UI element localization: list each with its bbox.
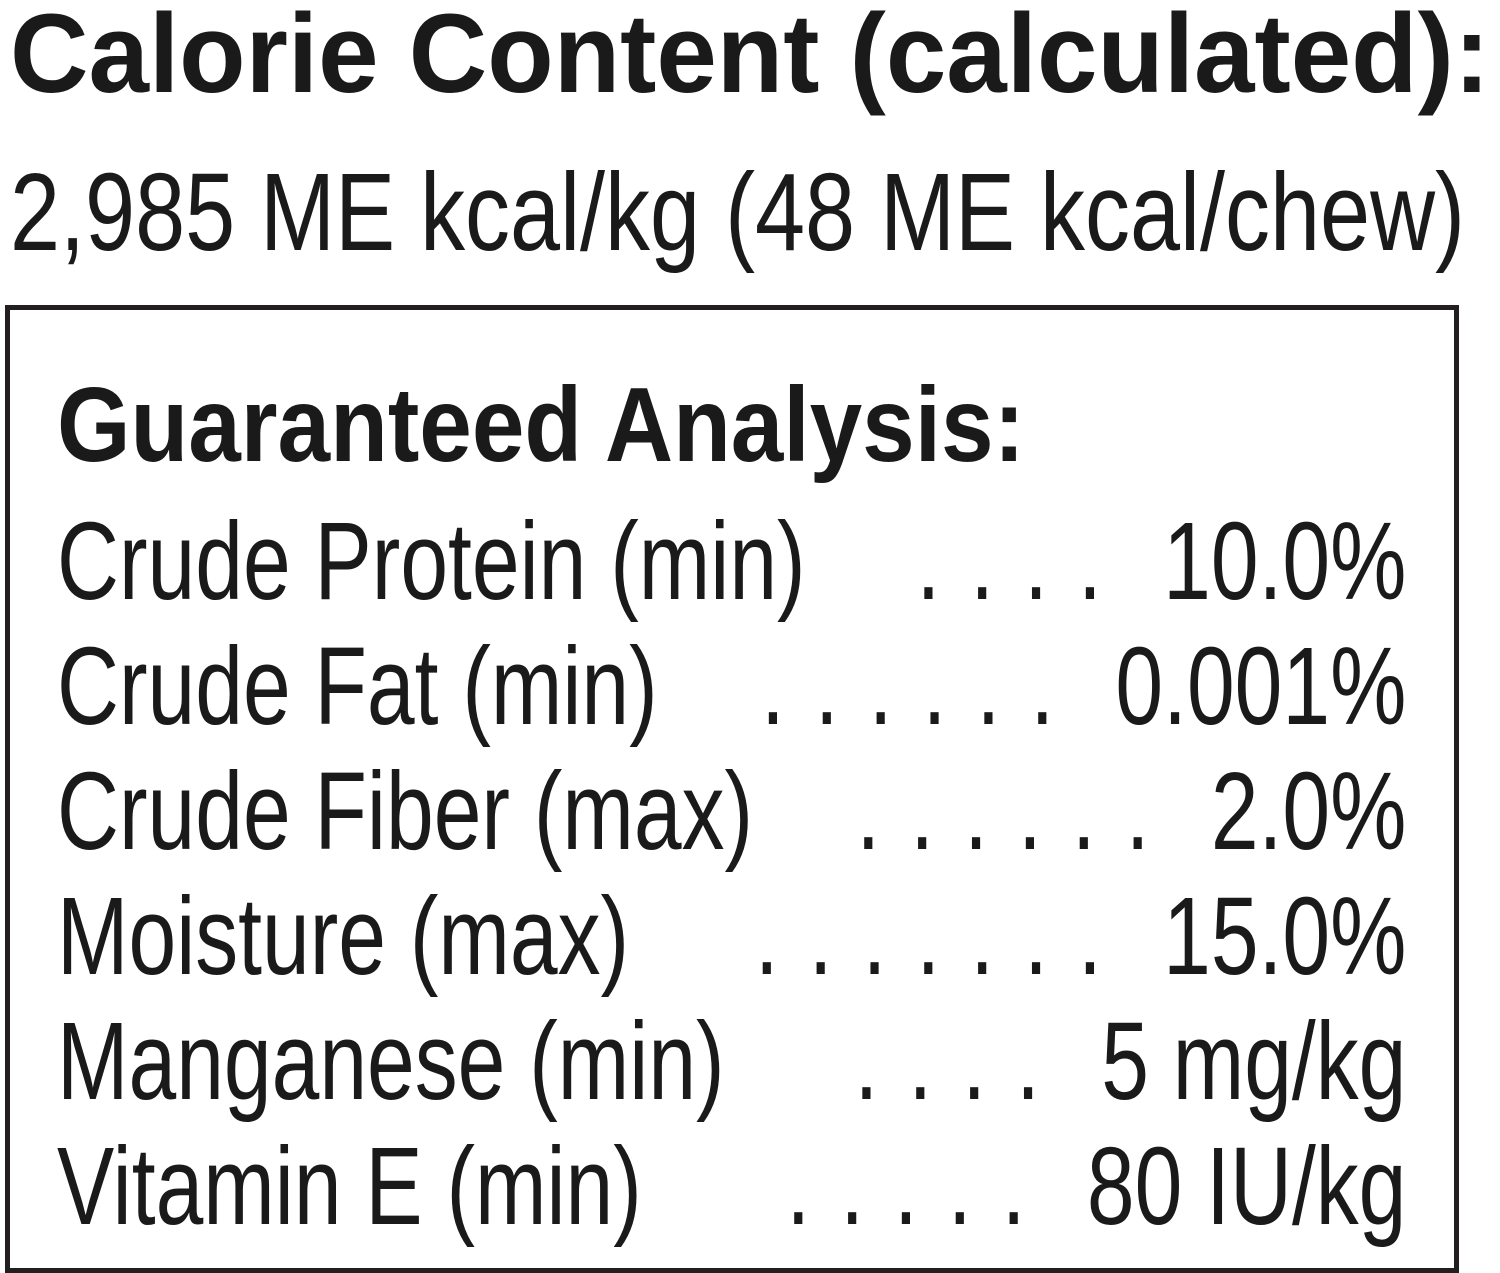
nutrient-value: 15.0%	[1163, 875, 1407, 998]
nutrient-value: 80 IU/kg	[1086, 1125, 1407, 1248]
leader-dots: .....	[786, 1125, 1056, 1248]
leader-dots: ......	[760, 625, 1085, 748]
guaranteed-analysis-box: Guaranteed Analysis: Crude Protein (min)…	[5, 305, 1459, 1273]
calorie-content-value: 2,985 ME kcal/kg (48 ME kcal/chew)	[10, 151, 1465, 274]
leader-dots: .......	[754, 875, 1132, 998]
nutrient-label: Moisture (max)	[57, 875, 630, 998]
nutrient-label: Crude Fat (min)	[57, 625, 658, 748]
analysis-row: Crude Protein (min) .... 10.0%	[57, 507, 1406, 617]
calorie-content-heading: Calorie Content (calculated):	[10, 0, 1490, 116]
nutrient-value: 0.001%	[1115, 625, 1407, 748]
nutrient-label: Manganese (min)	[57, 1000, 725, 1123]
nutrient-value: 2.0%	[1210, 750, 1407, 873]
nutrient-label: Crude Fiber (max)	[57, 750, 754, 873]
analysis-row: Moisture (max) ....... 15.0%	[57, 882, 1406, 992]
guaranteed-analysis-heading: Guaranteed Analysis:	[57, 366, 1025, 484]
leader-dots: ....	[916, 500, 1132, 623]
nutrient-label: Crude Protein (min)	[57, 500, 806, 623]
analysis-row: Manganese (min) .... 5 mg/kg	[57, 1007, 1406, 1117]
analysis-row: Crude Fiber (max) ...... 2.0%	[57, 757, 1406, 867]
leader-dots: ....	[854, 1000, 1070, 1123]
nutrient-value: 10.0%	[1163, 500, 1407, 623]
analysis-row: Vitamin E (min) ..... 80 IU/kg	[57, 1132, 1406, 1242]
nutrient-label: Vitamin E (min)	[57, 1125, 642, 1248]
analysis-row: Crude Fat (min) ...... 0.001%	[57, 632, 1406, 742]
leader-dots: ......	[856, 750, 1180, 873]
nutrient-value: 5 mg/kg	[1101, 1000, 1407, 1123]
